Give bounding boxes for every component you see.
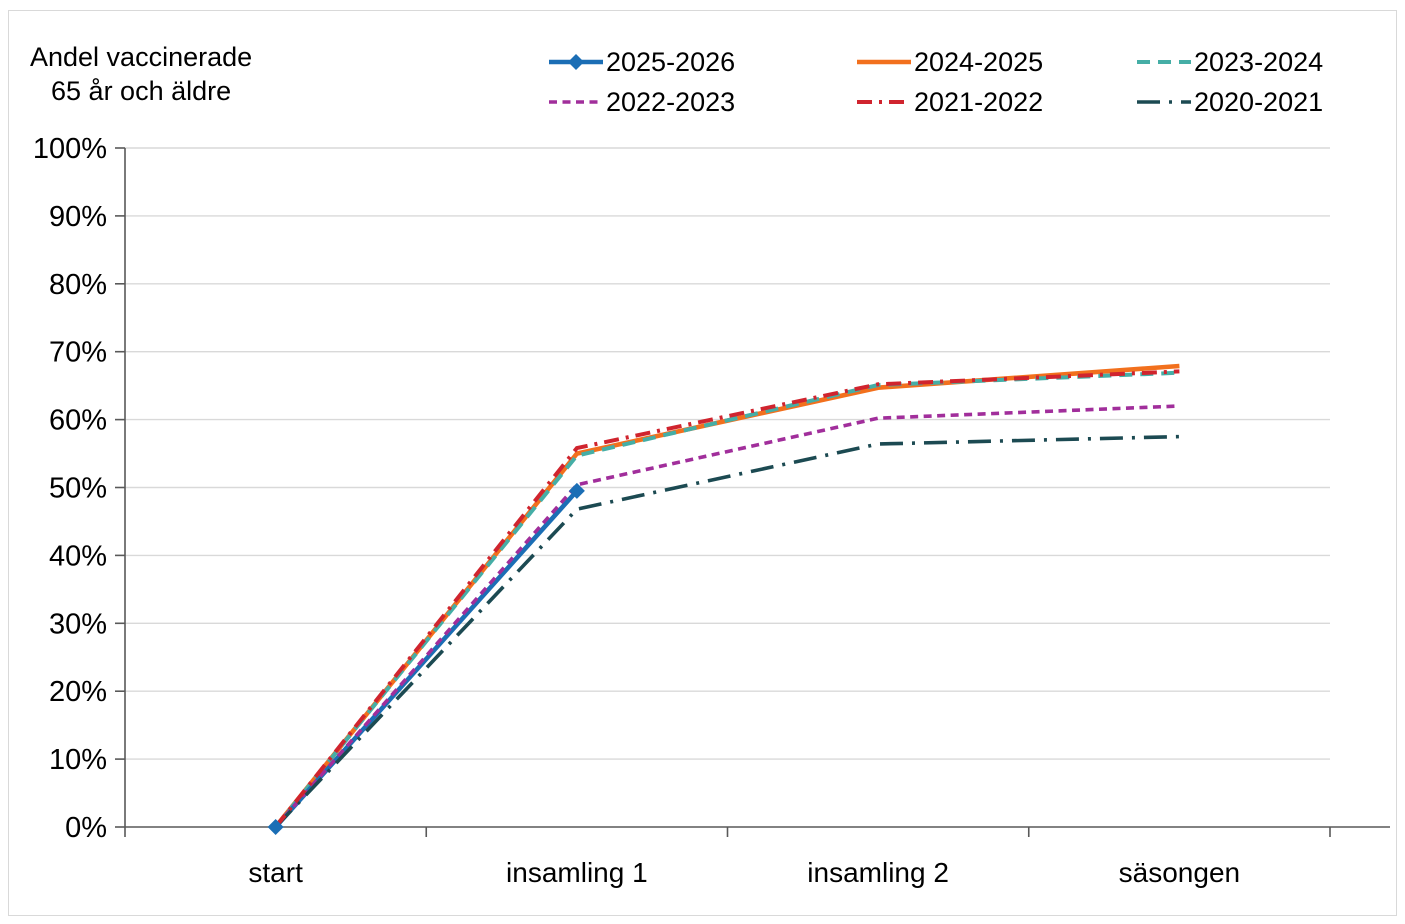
legend-diamond-marker bbox=[568, 54, 584, 70]
legend-swatch-2023-2024 bbox=[1137, 60, 1191, 64]
chart-title-line1: Andel vaccinerade bbox=[30, 42, 253, 72]
y-tick-label: 40% bbox=[49, 540, 107, 572]
series-line-2022-2023 bbox=[274, 404, 1180, 829]
y-tick-label: 50% bbox=[49, 473, 107, 505]
legend-swatch-2024-2025 bbox=[857, 59, 911, 65]
y-tick-label: 90% bbox=[49, 201, 107, 233]
y-tick-label: 70% bbox=[49, 337, 107, 369]
chart-outer-border bbox=[8, 10, 1397, 916]
legend-label: 2024-2025 bbox=[914, 46, 1044, 77]
legend-item-2020-2021: 2020-2021 bbox=[1136, 86, 1323, 118]
series-line-2020-2021 bbox=[274, 434, 1180, 829]
x-category-label: säsongen bbox=[1119, 857, 1240, 888]
x-category-label: insamling 2 bbox=[807, 857, 949, 888]
y-tick-label: 80% bbox=[49, 269, 107, 301]
x-category-label: start bbox=[248, 857, 303, 888]
series-line-2021-2022 bbox=[274, 369, 1180, 829]
legend-label: 2023-2024 bbox=[1194, 46, 1324, 77]
legend-item-2021-2022: 2021-2022 bbox=[856, 86, 1043, 118]
y-tick-label: 60% bbox=[49, 405, 107, 437]
series-marker-2025-2026 bbox=[267, 819, 284, 835]
legend-swatch-2025-2026 bbox=[549, 54, 603, 70]
legend-label: 2022-2023 bbox=[606, 86, 736, 117]
y-tick-label: 20% bbox=[49, 676, 107, 708]
legend-swatch-2021-2022 bbox=[857, 100, 911, 104]
x-category-label: insamling 1 bbox=[506, 857, 648, 888]
legend-label: 2021-2022 bbox=[914, 86, 1044, 117]
y-tick-label: 30% bbox=[49, 608, 107, 640]
chart-title: Andel vaccinerade 65 år och äldre bbox=[30, 40, 252, 108]
series-line-2023-2024 bbox=[274, 370, 1180, 829]
legend-swatch-2022-2023 bbox=[549, 100, 603, 104]
series-line-2024-2025 bbox=[273, 363, 1180, 829]
legend-label: 2025-2026 bbox=[606, 46, 736, 77]
y-tick-label: 100% bbox=[33, 133, 107, 165]
legend-swatch-2020-2021 bbox=[1137, 100, 1191, 104]
legend-label: 2020-2021 bbox=[1194, 86, 1324, 117]
y-tick-label: 0% bbox=[65, 812, 107, 844]
y-tick-label: 10% bbox=[49, 744, 107, 776]
series-marker-2025-2026 bbox=[568, 482, 585, 499]
legend-item-2024-2025: 2024-2025 bbox=[856, 46, 1043, 78]
legend-item-2025-2026: 2025-2026 bbox=[548, 46, 735, 78]
chart-title-line2: 65 år och äldre bbox=[51, 76, 232, 106]
legend-item-2022-2023: 2022-2023 bbox=[548, 86, 735, 118]
legend-item-2023-2024: 2023-2024 bbox=[1136, 46, 1323, 78]
